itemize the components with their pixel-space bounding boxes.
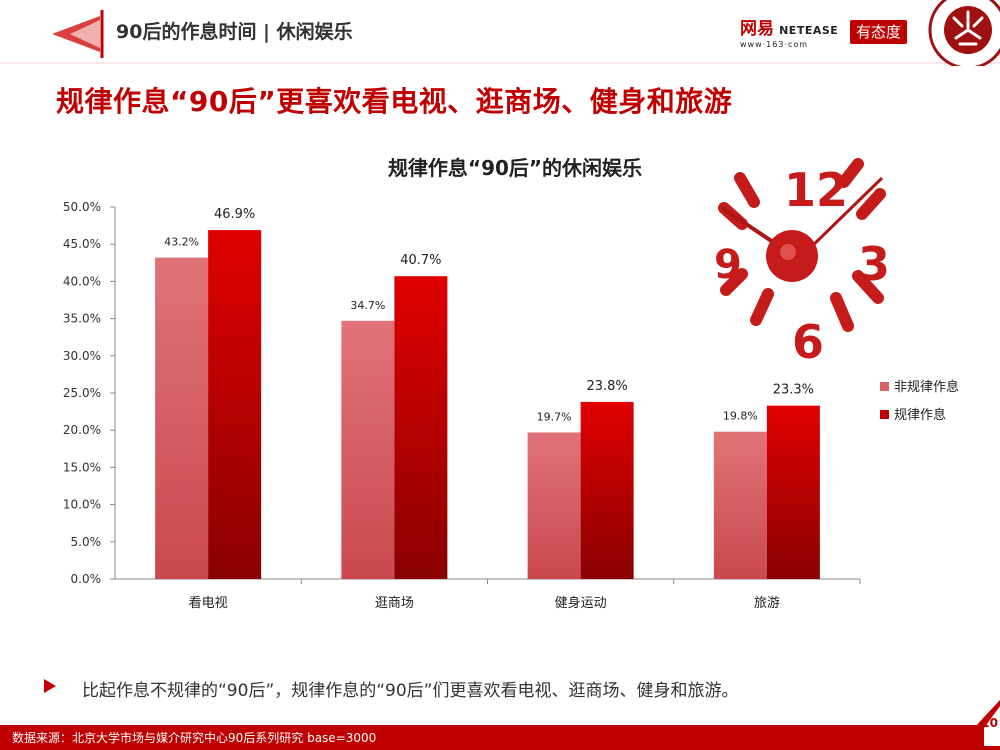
note-row: 比起作息不规律的“90后”，规律作息的“90后”们更喜欢看电视、逛商场、健身和旅… bbox=[44, 676, 944, 701]
legend-swatch bbox=[880, 410, 889, 419]
bar-irregular bbox=[155, 257, 209, 579]
bar-chart: 规律作息“90后”的休闲娱乐 0.0% 5.0% 10.0% 15.0% 20.0% 25… bbox=[63, 156, 959, 611]
bar-data-label: 23.3% bbox=[773, 383, 814, 398]
pku-seal-logo bbox=[928, 0, 1000, 66]
chart-title: 规律作息“90后”的休闲娱乐 bbox=[388, 156, 642, 180]
y-tick-label: 50.0% bbox=[63, 200, 101, 214]
bar-data-label: 40.7% bbox=[400, 253, 441, 268]
bullet-arrow-icon bbox=[44, 679, 56, 693]
page-number: 10 bbox=[981, 716, 998, 730]
page-number-tab bbox=[974, 700, 1000, 750]
bar-regular bbox=[580, 401, 634, 579]
clock-center-highlight bbox=[780, 244, 796, 260]
bar-regular bbox=[766, 405, 820, 579]
clock-illustration: 12 3 6 9 bbox=[714, 158, 890, 362]
bar-regular bbox=[208, 230, 262, 579]
youtaidu-logo: 有态度 bbox=[850, 20, 908, 44]
section-title: 90后的作息时间 | 休闲娱乐 bbox=[116, 21, 353, 43]
netease-logo: 网易 NETEASE www·163·com bbox=[740, 14, 846, 49]
page-number-container: 10 bbox=[972, 700, 1000, 750]
y-tick-label: 0.0% bbox=[71, 572, 102, 586]
bar-data-label: 19.8% bbox=[723, 410, 758, 423]
x-tick-label: 健身运动 bbox=[555, 595, 607, 611]
netease-logo-cn: 网易 bbox=[740, 19, 774, 39]
headline: 规律作息“90后”更喜欢看电视、逛商场、健身和旅游 bbox=[56, 85, 733, 118]
clock-tick-5 bbox=[830, 292, 854, 332]
y-tick-label: 20.0% bbox=[63, 423, 101, 437]
y-tick-label: 35.0% bbox=[63, 312, 101, 326]
clock-tick-8 bbox=[720, 268, 748, 296]
netease-logo-en: NETEASE bbox=[779, 24, 839, 37]
clock-numeral-6: 6 bbox=[792, 315, 824, 362]
y-axis-ticks: 0.0% 5.0% 10.0% 15.0% 20.0% 25.0% 30.0% 35.0% 40… bbox=[63, 200, 115, 586]
legend-swatch bbox=[880, 382, 889, 391]
header-arrow-highlight bbox=[70, 20, 100, 48]
bar-data-label: 23.8% bbox=[586, 379, 627, 394]
footer-bar: 数据来源：北京大学市场与媒介研究中心90后系列研究 base=3000 bbox=[0, 725, 1000, 750]
y-tick-label: 5.0% bbox=[71, 535, 102, 549]
x-axis-labels: 看电视 逛商场 健身运动 旅游 bbox=[189, 579, 861, 611]
netease-logo-url: www·163·com bbox=[740, 40, 809, 49]
y-tick-label: 15.0% bbox=[63, 460, 101, 474]
clock-minute-hand bbox=[802, 176, 884, 256]
y-tick-label: 40.0% bbox=[63, 274, 101, 288]
bar-irregular bbox=[713, 431, 767, 579]
clock-numeral-9: 9 bbox=[714, 242, 742, 288]
clock-numeral-3: 3 bbox=[858, 237, 890, 291]
y-tick-label: 25.0% bbox=[63, 386, 101, 400]
legend-label: 非规律作息 bbox=[894, 379, 959, 395]
x-tick-label: 逛商场 bbox=[375, 596, 414, 611]
note-text: 比起作息不规律的“90后”，规律作息的“90后”们更喜欢看电视、逛商场、健身和旅… bbox=[82, 681, 739, 701]
y-tick-label: 30.0% bbox=[63, 349, 101, 363]
legend-label: 规律作息 bbox=[894, 407, 946, 423]
clock-tick-2 bbox=[856, 188, 886, 220]
clock-numeral-12: 12 bbox=[784, 163, 848, 217]
bar-irregular bbox=[341, 320, 395, 579]
x-tick-label: 看电视 bbox=[189, 595, 228, 611]
clock-tick-11 bbox=[734, 172, 760, 208]
bar-regular bbox=[394, 276, 448, 579]
clock-tick-7 bbox=[750, 288, 774, 326]
clock-tick-1 bbox=[838, 158, 864, 188]
bar-data-label: 34.7% bbox=[350, 299, 385, 312]
bar-data-label: 19.7% bbox=[537, 410, 572, 423]
bar-data-label: 46.9% bbox=[214, 207, 255, 222]
header-bar bbox=[0, 10, 1000, 64]
y-tick-label: 10.0% bbox=[63, 498, 101, 512]
y-tick-label: 45.0% bbox=[63, 237, 101, 251]
clock-tick-4 bbox=[852, 270, 884, 304]
footer-source: 数据来源：北京大学市场与媒介研究中心90后系列研究 base=3000 bbox=[12, 731, 377, 745]
bar-irregular bbox=[527, 432, 581, 579]
bar-series: 43.2% 46.9% 34.7% 40.7% 19.7% 23.8% 19.8% 23.3% bbox=[155, 207, 820, 579]
bar-data-label: 43.2% bbox=[164, 236, 199, 249]
x-tick-label: 旅游 bbox=[754, 596, 780, 611]
